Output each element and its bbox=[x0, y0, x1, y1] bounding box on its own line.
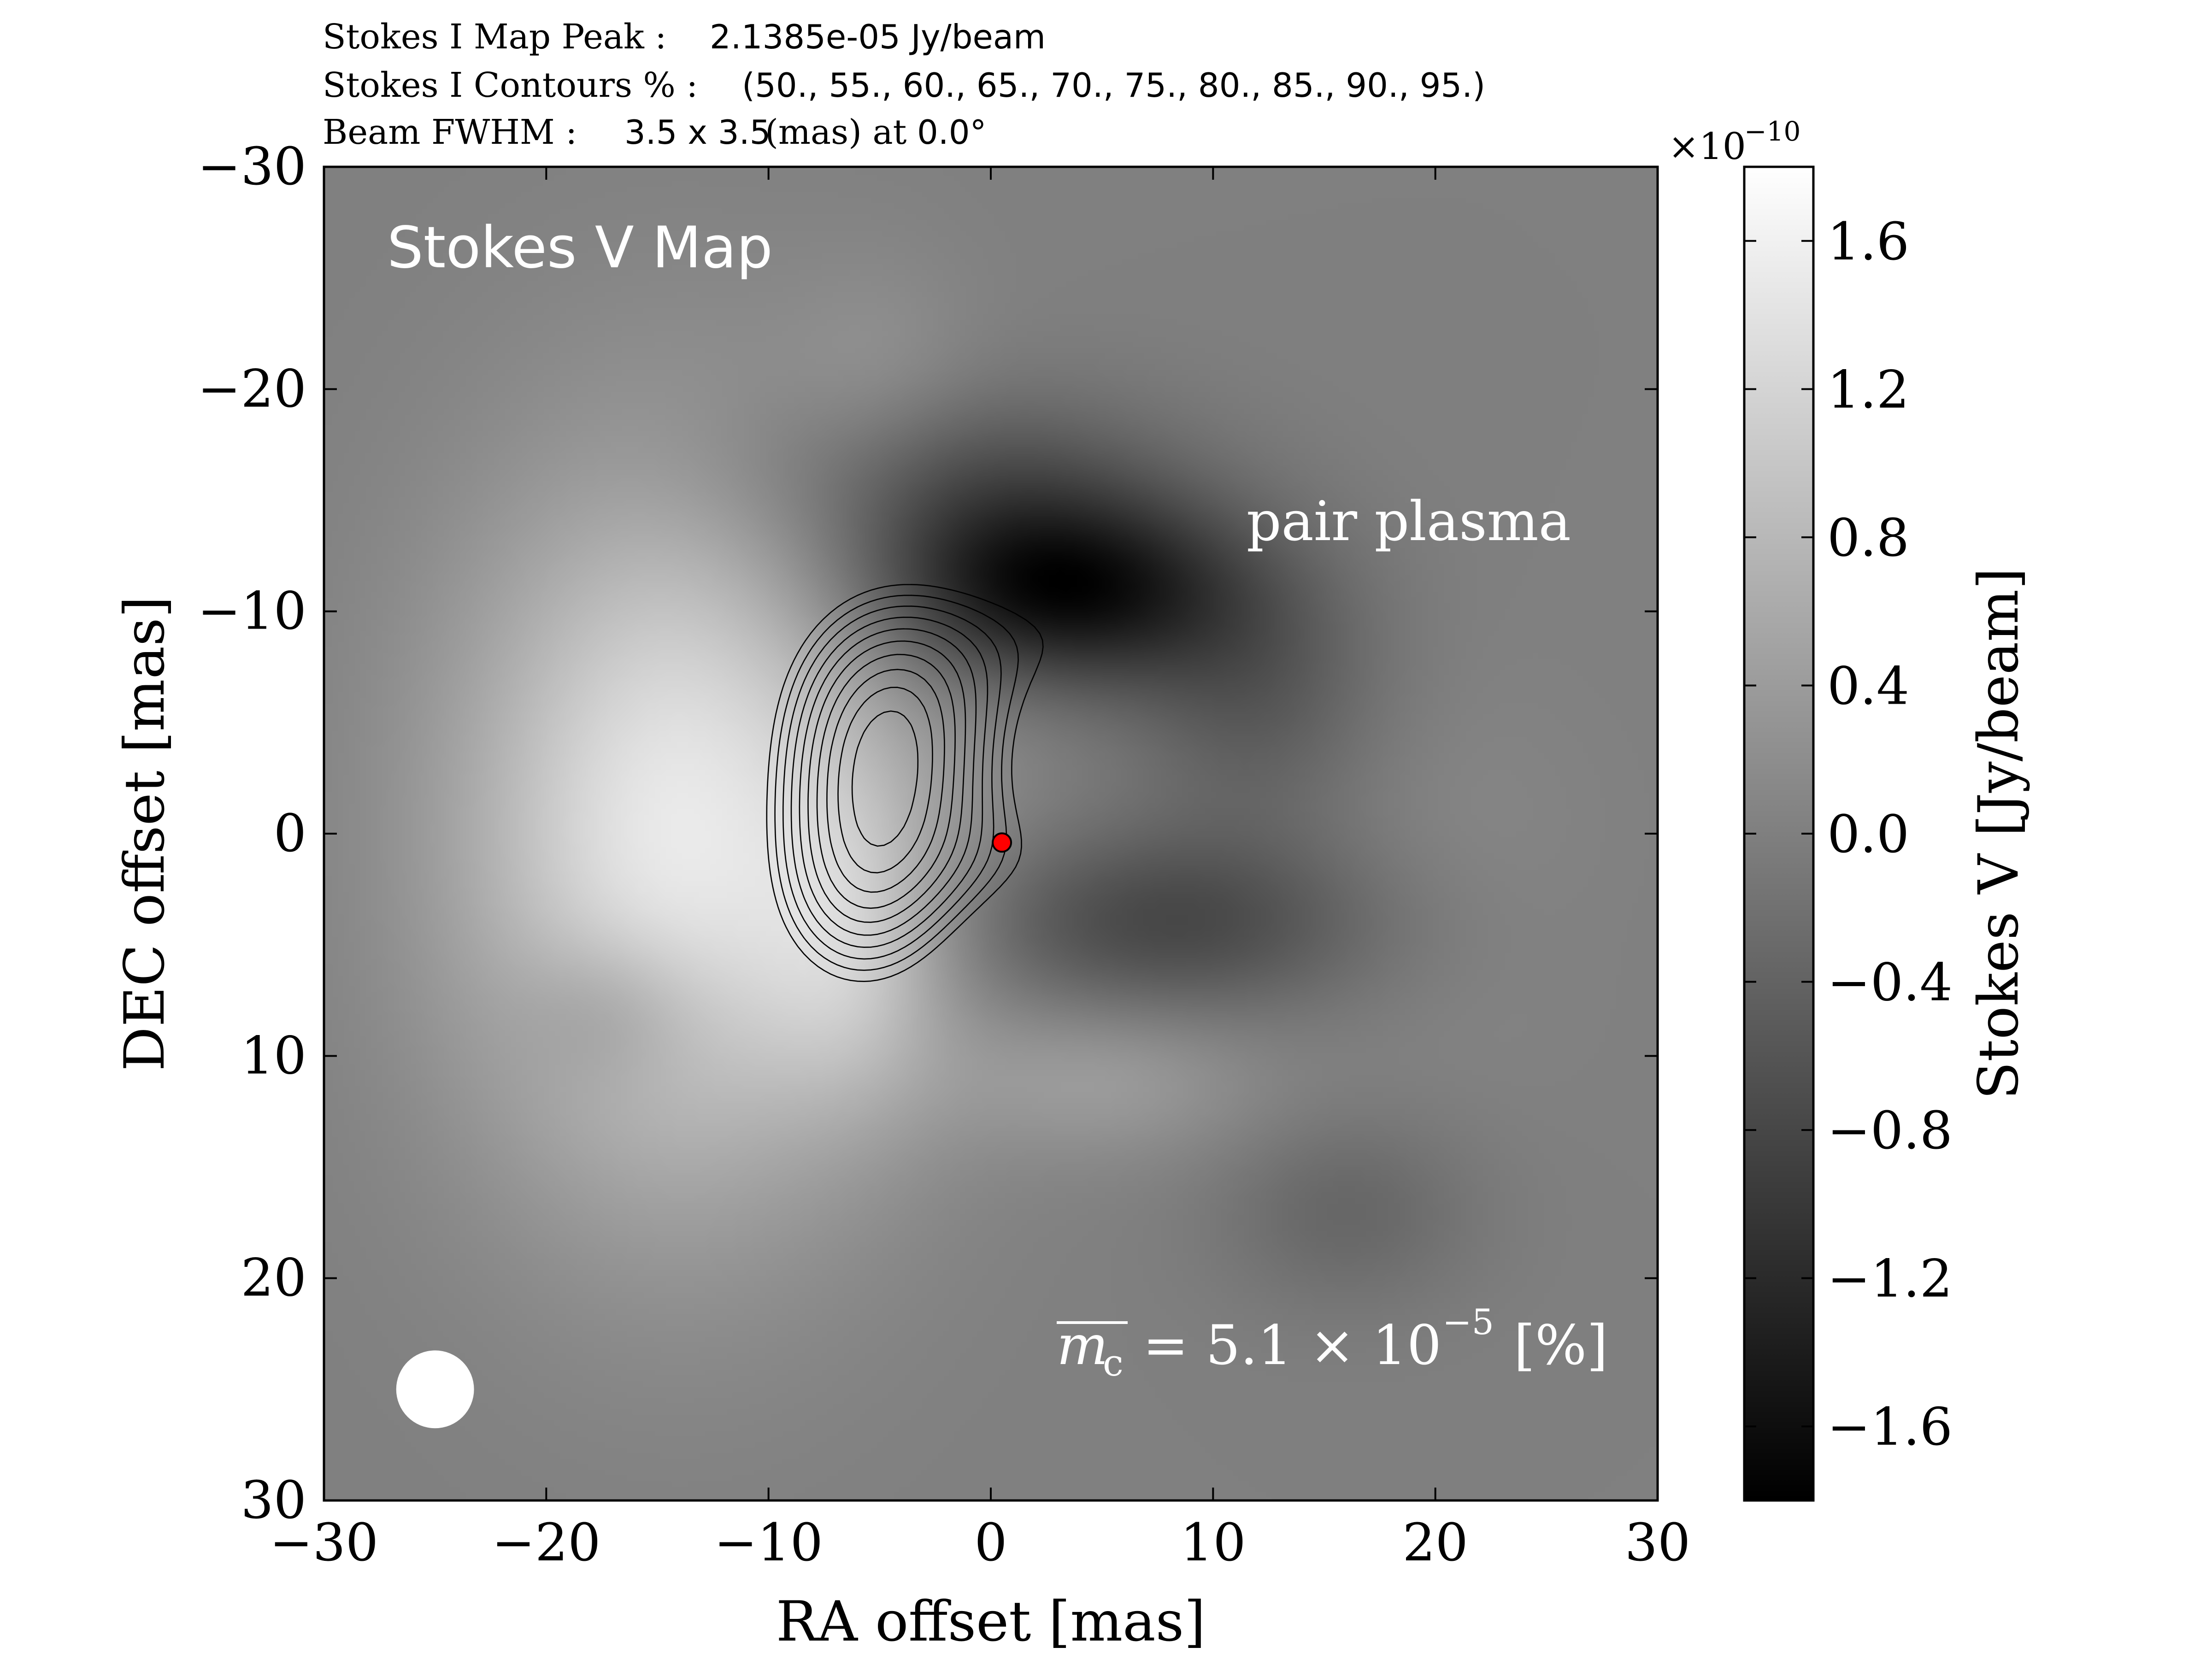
peak-label: Stokes I Map Peak : bbox=[323, 17, 666, 57]
colorbar-ticks: 1.6 1.2 0.8 0.4 0.0 −0.4 −0.8 −1.2 −1.6 bbox=[1744, 212, 1953, 1457]
x-axis: −30 −20 −10 0 10 20 30 bbox=[270, 167, 1690, 1573]
colorbar-tick-label: 1.6 bbox=[1827, 212, 1909, 272]
x-tick-label: 10 bbox=[1180, 1513, 1246, 1573]
y-tick-label: −30 bbox=[198, 137, 306, 197]
y-tick-label: 30 bbox=[241, 1471, 306, 1530]
beam-unit: (mas) at bbox=[765, 112, 907, 152]
colorbar-label: Stokes V [Jy/beam] bbox=[1967, 568, 2031, 1100]
y-tick-label: 20 bbox=[241, 1248, 306, 1308]
colorbar-tick-label: −1.6 bbox=[1827, 1397, 1953, 1457]
y-tick-label: −20 bbox=[198, 359, 306, 419]
stokes-v-map bbox=[324, 167, 1658, 1500]
x-tick-label: −10 bbox=[714, 1513, 823, 1573]
x-tick-label: 20 bbox=[1402, 1513, 1468, 1573]
y-axis-label: DEC offset [mas] bbox=[113, 596, 177, 1071]
x-tick-label: 30 bbox=[1625, 1513, 1691, 1573]
contours-value: (50., 55., 60., 65., 70., 75., 80., 85.,… bbox=[742, 66, 1485, 105]
mc-unit: [%] bbox=[1514, 1313, 1608, 1377]
stokes-i-contours bbox=[766, 584, 1044, 982]
colorbar-tick-label: 0.8 bbox=[1827, 508, 1909, 568]
colorbar-exponent: ×10 bbox=[1668, 125, 1746, 168]
y-axis: −30 −20 −10 0 10 20 30 bbox=[198, 137, 1658, 1530]
beam-value: 3.5 x 3.5 bbox=[624, 113, 771, 152]
colorbar-tick-label: −1.2 bbox=[1827, 1249, 1953, 1309]
stokes-i-contour-50 bbox=[766, 584, 1044, 982]
peak-value: 2.1385e-05 Jy/beam bbox=[710, 18, 1046, 56]
colorbar-tick-label: 0.0 bbox=[1827, 805, 1909, 865]
region-label: pair plasma bbox=[1247, 489, 1571, 553]
mc-symbol: m bbox=[1057, 1313, 1108, 1377]
stokes-i-contour-55 bbox=[774, 594, 1019, 971]
map-title: Stokes V Map bbox=[387, 215, 773, 281]
y-tick-label: 0 bbox=[274, 804, 306, 864]
core-marker bbox=[992, 832, 1012, 853]
map-overlays bbox=[396, 832, 1012, 1429]
y-tick-label: −10 bbox=[198, 582, 306, 641]
y-tick-label: 10 bbox=[241, 1026, 306, 1086]
stokes-i-contour-75 bbox=[807, 640, 966, 923]
x-tick-label: 0 bbox=[974, 1513, 1007, 1573]
colorbar-tick-label: −0.8 bbox=[1827, 1101, 1953, 1161]
beam-angle: 0.0° bbox=[917, 113, 987, 152]
stokes-i-contour-80 bbox=[816, 653, 956, 909]
colorbar-exponent-power: −10 bbox=[1744, 116, 1800, 147]
x-tick-label: −30 bbox=[270, 1513, 378, 1573]
stokes-i-contour-65 bbox=[790, 617, 988, 948]
mc-value: = 5.1 × 10 bbox=[1143, 1313, 1441, 1377]
beam-label: Beam FWHM : bbox=[323, 112, 577, 152]
stokes-i-contour-95 bbox=[851, 710, 919, 847]
stokes-i-contour-70 bbox=[799, 628, 977, 936]
colorbar-tick-label: 0.4 bbox=[1827, 656, 1909, 716]
x-axis-label: RA offset [mas] bbox=[776, 1590, 1206, 1654]
mc-annotation: m c = 5.1 × 10 −5 [%] bbox=[1057, 1301, 1608, 1384]
mc-subscript: c bbox=[1103, 1341, 1124, 1384]
colorbar-tick-label: 1.2 bbox=[1827, 360, 1909, 420]
contours-label: Stokes I Contours % : bbox=[323, 65, 698, 105]
stokes-i-contour-85 bbox=[826, 669, 945, 893]
stokes-i-contour-60 bbox=[782, 606, 1002, 960]
stokes-i-contour-90 bbox=[837, 687, 933, 874]
colorbar-tick-label: −0.4 bbox=[1827, 953, 1953, 1013]
mc-exponent: −5 bbox=[1442, 1301, 1494, 1342]
x-tick-label: −20 bbox=[492, 1513, 600, 1573]
beam-ellipse bbox=[396, 1350, 474, 1429]
